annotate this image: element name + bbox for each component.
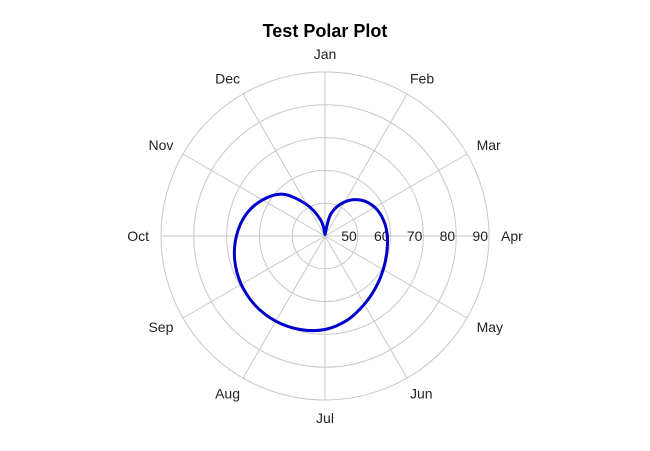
grid-spoke xyxy=(324,235,408,379)
month-label-jun: Jun xyxy=(410,386,433,402)
month-label-may: May xyxy=(477,319,503,335)
radial-tick-label: 50 xyxy=(341,228,357,244)
radial-tick-label: 80 xyxy=(440,228,456,244)
radial-tick-labels: 50 60 70 80 90 xyxy=(341,228,488,244)
radial-tick-label: 70 xyxy=(407,228,423,244)
month-label-jan: Jan xyxy=(314,46,337,62)
month-label-oct: Oct xyxy=(127,228,149,244)
grid-spoke xyxy=(242,93,326,237)
month-label-nov: Nov xyxy=(148,137,173,153)
series-layer xyxy=(232,192,390,333)
grid-spoke xyxy=(182,153,326,237)
series-line xyxy=(232,192,390,333)
month-label-jul: Jul xyxy=(316,410,334,426)
grid-spoke xyxy=(324,235,468,319)
grid-spoke xyxy=(324,93,408,237)
grid-spoke xyxy=(242,235,326,379)
grid-spoke xyxy=(182,235,326,319)
month-label-dec: Dec xyxy=(215,70,240,86)
month-label-apr: Apr xyxy=(501,228,523,244)
month-label-sep: Sep xyxy=(148,319,173,335)
month-label-feb: Feb xyxy=(410,70,434,86)
month-label-mar: Mar xyxy=(477,137,501,153)
grid-spoke xyxy=(324,153,468,237)
month-label-aug: Aug xyxy=(215,386,240,402)
radial-tick-label: 90 xyxy=(472,228,488,244)
polar-grid xyxy=(160,71,490,401)
chart-title: Test Polar Plot xyxy=(263,21,388,41)
angular-tick-labels: Jan Feb Mar Apr May Jun Jul Aug Sep Oct Nov Dec xyxy=(127,46,523,426)
